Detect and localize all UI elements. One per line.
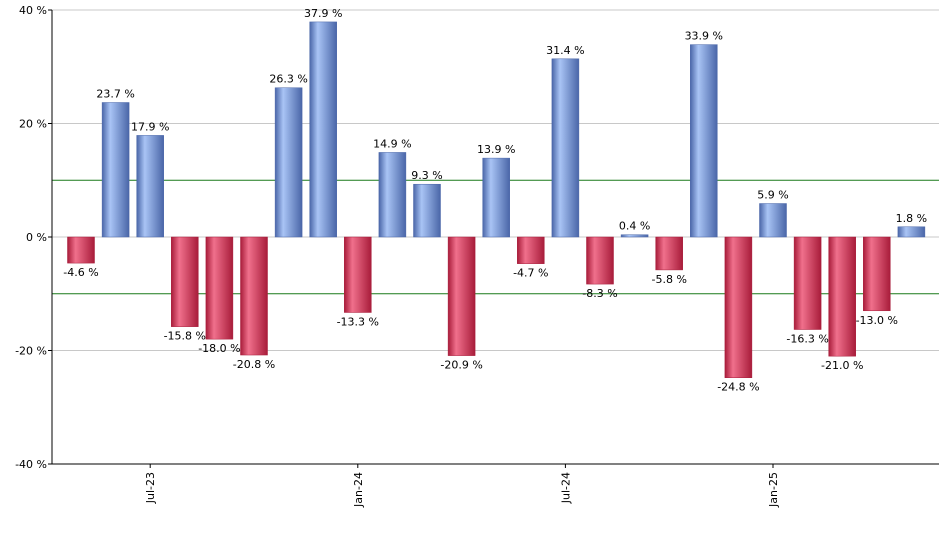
bar: [759, 203, 787, 238]
data-label: 5.9 %: [757, 189, 788, 202]
data-label: 13.9 %: [477, 143, 515, 156]
x-tick-label: Jul-24: [559, 472, 572, 504]
bar: [447, 236, 476, 356]
data-label: -20.9 %: [440, 359, 482, 372]
x-tick-label: Jan-24: [352, 472, 365, 508]
bar: [586, 236, 614, 285]
y-tick-label: -40 %: [15, 458, 47, 471]
y-tick-label: 20 %: [19, 118, 47, 131]
data-label: -5.8 %: [651, 273, 686, 286]
data-label: 0.4 %: [619, 220, 650, 233]
bar: [482, 157, 510, 238]
axes: [48, 9, 939, 468]
data-label: -13.3 %: [337, 315, 379, 328]
data-label: 31.4 %: [546, 44, 584, 57]
data-label: -20.8 %: [233, 358, 275, 371]
data-label: -15.8 %: [164, 330, 206, 343]
data-label: -21.0 %: [821, 359, 863, 372]
data-label: -13.0 %: [856, 314, 898, 327]
bar: [378, 152, 407, 238]
data-label: 17.9 %: [131, 120, 169, 133]
y-tick-label: -20 %: [15, 345, 47, 358]
data-labels: -4.6 % 23.7 % 17.9 % -15.8 %-18.0 % -20.8 % 2…: [63, 7, 927, 394]
bar: [101, 102, 130, 238]
bar: [620, 234, 649, 238]
bar: [793, 236, 822, 330]
data-label: -4.6 %: [63, 266, 98, 279]
data-label: 14.9 %: [373, 137, 411, 150]
data-label: 37.9 %: [304, 7, 342, 20]
bar: [309, 21, 337, 238]
y-tick-label: 40 %: [19, 4, 47, 17]
y-tick-labels: 40 % 20 % 0 % -20 % -40 %: [15, 4, 47, 471]
bar: [274, 87, 303, 238]
data-label: -16.3 %: [786, 333, 828, 346]
data-label: -4.7 %: [513, 267, 548, 280]
bar: [863, 236, 891, 312]
bar: [551, 58, 580, 238]
bar: [344, 236, 372, 313]
data-label: -24.8 %: [717, 381, 759, 394]
data-label: -18.0 %: [198, 342, 240, 355]
bar: [724, 236, 753, 378]
bar: [690, 44, 718, 238]
bar: [171, 236, 199, 327]
bar: [828, 236, 856, 357]
bar: [240, 236, 268, 356]
data-label: 26.3 %: [269, 73, 307, 86]
bar: [136, 135, 164, 238]
bar: [897, 226, 926, 238]
data-label: 1.8 %: [896, 212, 927, 225]
x-tick-label: Jan-25: [767, 472, 780, 508]
x-tick-label: Jul-23: [144, 472, 157, 504]
bar: [655, 236, 683, 271]
y-tick-label: 0 %: [26, 231, 47, 244]
bar: [205, 236, 234, 340]
data-label: 9.3 %: [411, 169, 442, 182]
data-label: -8.3 %: [582, 287, 617, 300]
x-tick-labels: Jul-23 Jan-24 Jul-24 Jan-25: [144, 472, 780, 508]
data-label: 33.9 %: [685, 30, 723, 43]
bar: [517, 236, 545, 264]
data-label: 23.7 %: [96, 88, 134, 101]
bar: [413, 183, 441, 238]
bars: [67, 21, 926, 378]
bar: [67, 236, 95, 264]
